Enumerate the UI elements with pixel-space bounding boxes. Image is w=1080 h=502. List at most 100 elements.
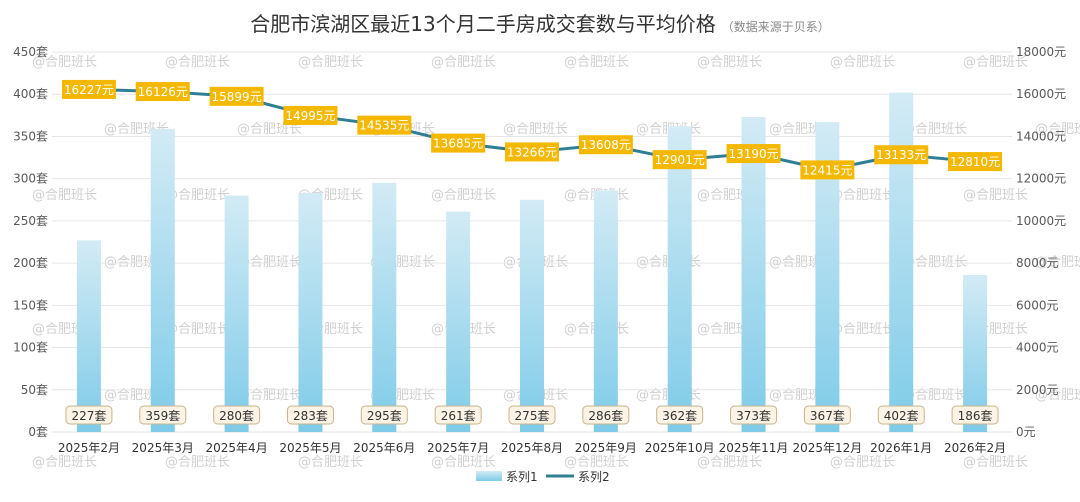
line-data-label: 16227元 [64, 83, 114, 97]
watermark-text: @合肥班长 [963, 455, 1028, 470]
bar-data-label: 186套 [958, 409, 993, 423]
x-tick-label: 2025年6月 [353, 441, 415, 455]
line-label-box [800, 160, 855, 180]
bar [76, 240, 101, 432]
right-y-axis: 0元 2000元 4000元 6000元 8000元 10000元 12000元 14000元… [1016, 45, 1066, 439]
bar-data-label: 359套 [145, 409, 180, 423]
line-data-label: 12415元 [802, 163, 852, 177]
x-tick-label: 2025年11月 [719, 441, 789, 455]
legend-label-bars: 系列1 [506, 470, 538, 484]
bar-data-label: 227套 [71, 409, 106, 423]
watermark-text: @合肥班长 [298, 55, 363, 70]
bar-label-box [65, 405, 113, 425]
watermark-text: @合肥班长 [830, 188, 895, 203]
watermark-text: @合肥班长 [431, 455, 496, 470]
chart-title-block: 合肥市滨湖区最近13个月二手房成交套数与平均价格 （数据来源于贝系） [0, 8, 1080, 37]
bar [520, 199, 544, 432]
y-left-tick-label: 350套 [13, 129, 48, 143]
x-tick-label: 2026年1月 [870, 441, 932, 455]
left-y-axis: 0套 50套 100套 150套 200套 250套 300套 350套 400套 450套 [13, 45, 48, 439]
bar-data-label: 373套 [736, 409, 771, 423]
watermark-text: @合肥班长 [697, 455, 762, 470]
bar-data-label: 367套 [810, 409, 845, 423]
line-data-label: 13133元 [876, 148, 926, 162]
watermark-text: @合肥班长 [564, 455, 629, 470]
legend: 系列1 系列2 [476, 470, 610, 484]
watermark-text: @合肥班长 [431, 188, 496, 203]
line-data-label: 13685元 [433, 137, 483, 151]
x-tick-label: 2026年2月 [944, 441, 1006, 455]
line-data-label: 13608元 [581, 138, 631, 152]
watermark-text: @合肥班长 [1035, 255, 1080, 270]
bar-data-label: 261套 [441, 409, 476, 423]
line-label-box [357, 115, 412, 135]
line-data-label: 13190元 [728, 147, 778, 161]
line-data-label: 12810元 [950, 155, 1000, 169]
watermark-text: @合肥班长 [503, 122, 568, 137]
bar-data-label: 280套 [219, 409, 254, 423]
line-label-box [209, 86, 264, 106]
watermark-text: @合肥班长 [963, 55, 1028, 70]
bar-label-box [951, 405, 999, 425]
bar [298, 193, 323, 432]
bar-label-box [877, 405, 925, 425]
bar-label-box [582, 405, 630, 425]
watermark-text: @合肥班长 [902, 388, 967, 403]
bar-labels: 227套 359套 280套 283套 295套 261套 275套 286套 362套 373套… [65, 405, 999, 425]
bar-label-box [508, 405, 556, 425]
line-data-label: 14535元 [359, 119, 409, 133]
chart-title: 合肥市滨湖区最近13个月二手房成交套数与平均价格 [250, 12, 716, 36]
watermark-text: @合肥班长 [431, 55, 496, 70]
watermark-text: @合肥班长 [165, 55, 230, 70]
y-right-tick-label: 8000元 [1016, 256, 1059, 270]
bar [593, 190, 618, 432]
bar [372, 182, 397, 432]
watermark-text: @合肥班长 [830, 55, 895, 70]
bar-label-box [360, 405, 408, 425]
y-left-tick-label: 100套 [13, 341, 48, 355]
line-label-box [578, 135, 633, 155]
line-label-box [726, 144, 781, 164]
chart-subtitle: （数据来源于贝系） [721, 20, 830, 34]
x-tick-label: 2025年4月 [206, 441, 268, 455]
watermark-text: @合肥班长 [165, 188, 230, 203]
bar-data-label: 283套 [293, 409, 328, 423]
watermark-text: @合肥班长 [32, 455, 97, 470]
line-data-label: 12901元 [655, 153, 705, 167]
bar-label-box [656, 405, 704, 425]
watermark-text: @合肥班长 [32, 188, 97, 203]
line-label-box [874, 145, 929, 165]
watermark-text: @合肥班长 [902, 255, 967, 270]
line-label-box [652, 150, 707, 170]
bar-data-label: 402套 [884, 409, 919, 423]
bar [741, 117, 766, 433]
y-right-tick-label: 4000元 [1016, 341, 1059, 355]
legend-swatch-bars [476, 471, 502, 481]
watermark-text: @合肥班长 [298, 455, 363, 470]
y-right-tick-label: 12000元 [1016, 172, 1066, 186]
line-labels: 16227元 16126元 15899元 14995元 14535元 13685元 1326… [61, 79, 1003, 180]
watermark-text: @合肥班长 [1035, 388, 1080, 403]
y-left-tick-label: 0套 [28, 425, 48, 439]
bar-data-label: 362套 [662, 409, 697, 423]
x-axis: 2025年2月 2025年3月 2025年4月 2025年5月 2025年6月 2025年… [58, 441, 1006, 455]
x-tick-label: 2025年7月 [427, 441, 489, 455]
x-tick-label: 2025年8月 [501, 441, 563, 455]
line-data-label: 14995元 [285, 109, 335, 123]
line-data-label: 13266元 [507, 145, 557, 159]
watermark-text: @合肥班长 [697, 55, 762, 70]
line-label-box [135, 82, 190, 102]
y-left-tick-label: 450套 [13, 45, 48, 59]
y-right-tick-label: 6000元 [1016, 298, 1059, 312]
bar [224, 195, 249, 432]
x-tick-label: 2025年5月 [279, 441, 341, 455]
bar-label-box [803, 405, 851, 425]
y-right-tick-label: 18000元 [1016, 45, 1066, 59]
watermark-text: @合肥班长 [165, 455, 230, 470]
bar [150, 128, 175, 432]
y-left-tick-label: 250套 [13, 214, 48, 228]
bar-label-box [213, 405, 261, 425]
bar-data-label: 275套 [515, 409, 550, 423]
legend-label-line: 系列2 [578, 470, 610, 484]
